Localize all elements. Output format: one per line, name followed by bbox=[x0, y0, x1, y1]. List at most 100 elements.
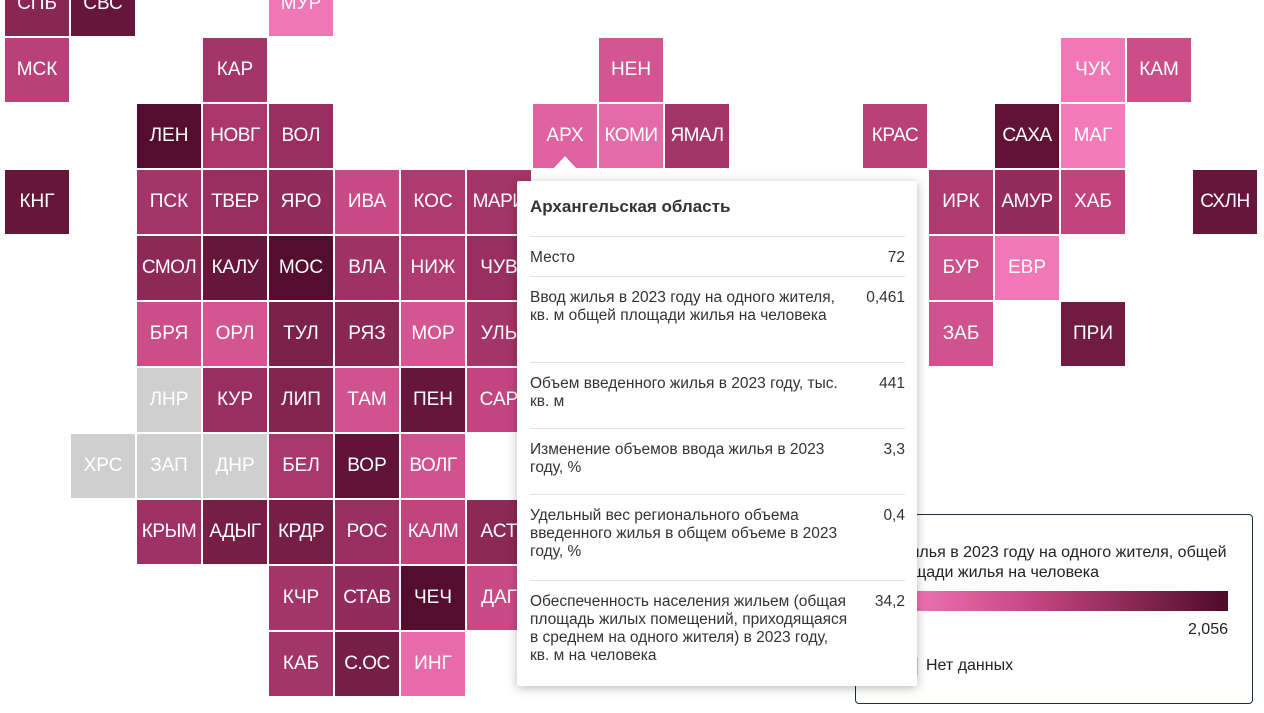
region-code-label: ПСК bbox=[149, 191, 189, 212]
region-tile[interactable]: МСК bbox=[5, 38, 69, 102]
region-tile[interactable]: АДЫГ bbox=[203, 500, 267, 564]
region-code-label: ИВА bbox=[347, 191, 387, 212]
legend-max-value: 2,056 bbox=[1187, 621, 1228, 638]
region-tile[interactable]: БУР bbox=[929, 236, 993, 300]
region-tile[interactable]: ДНР bbox=[203, 434, 267, 498]
region-tile[interactable]: КРАС bbox=[863, 104, 927, 168]
tooltip-row-housing-volume: Объем введенного жилья в 2023 году, тыс.… bbox=[530, 362, 905, 429]
region-tile[interactable]: КНГ bbox=[5, 170, 69, 234]
region-tile[interactable]: ОРЛ bbox=[203, 302, 267, 366]
region-tile[interactable]: НИЖ bbox=[401, 236, 465, 300]
region-code-label: ВОЛ bbox=[281, 125, 321, 146]
region-code-label: САР bbox=[479, 389, 519, 410]
region-tile[interactable]: ЯРО bbox=[269, 170, 333, 234]
region-code-label: БРЯ bbox=[149, 323, 189, 344]
region-tile[interactable]: КАМ bbox=[1127, 38, 1191, 102]
region-tile[interactable]: ЕВР bbox=[995, 236, 1059, 300]
region-code-label: ТУЛ bbox=[283, 323, 319, 344]
region-tile[interactable]: ВОЛ bbox=[269, 104, 333, 168]
region-tile[interactable]: ЗАБ bbox=[929, 302, 993, 366]
region-tile[interactable]: КРДР bbox=[269, 500, 333, 564]
region-tile[interactable]: СПБ bbox=[5, 0, 69, 36]
region-tile[interactable]: АРХ bbox=[533, 104, 597, 168]
region-tile[interactable]: СТАВ bbox=[335, 566, 399, 630]
region-code-label: РОС bbox=[346, 521, 388, 542]
region-tile[interactable]: КОМИ bbox=[599, 104, 663, 168]
region-tile[interactable]: КАЛУ bbox=[203, 236, 267, 300]
tooltip-row-label: Объем введенного жилья в 2023 году, тыс.… bbox=[530, 375, 838, 410]
region-tile[interactable]: ИРК bbox=[929, 170, 993, 234]
region-tile[interactable]: КЧР bbox=[269, 566, 333, 630]
region-tile[interactable]: РОС bbox=[335, 500, 399, 564]
region-tile[interactable]: НЕН bbox=[599, 38, 663, 102]
region-tile[interactable]: БЕЛ bbox=[269, 434, 333, 498]
region-tile[interactable]: КОС bbox=[401, 170, 465, 234]
region-tile[interactable]: ЛИП bbox=[269, 368, 333, 432]
region-tile[interactable]: ЧЕЧ bbox=[401, 566, 465, 630]
region-tile[interactable]: МОС bbox=[269, 236, 333, 300]
region-tile[interactable]: СМОЛ bbox=[137, 236, 201, 300]
region-code-label: ЯРО bbox=[280, 191, 322, 212]
region-tile[interactable]: КАЛМ bbox=[401, 500, 465, 564]
region-tile[interactable]: ХРС bbox=[71, 434, 135, 498]
region-tile[interactable]: ВЛА bbox=[335, 236, 399, 300]
region-code-label: КЧР bbox=[282, 587, 320, 608]
region-code-label: ЗАП bbox=[150, 455, 188, 476]
region-tile[interactable]: МАГ bbox=[1061, 104, 1125, 168]
region-code-label: ХАБ bbox=[1074, 191, 1112, 212]
region-code-label: ПЕН bbox=[412, 389, 454, 410]
region-tile[interactable]: ЧУК bbox=[1061, 38, 1125, 102]
region-tile[interactable]: РЯЗ bbox=[335, 302, 399, 366]
region-code-label: БЕЛ bbox=[282, 455, 320, 476]
region-code-label: УЛЬ bbox=[480, 323, 518, 344]
region-tile[interactable]: МУР bbox=[269, 0, 333, 36]
region-tile[interactable]: КУР bbox=[203, 368, 267, 432]
region-code-label: ДНР bbox=[215, 455, 255, 476]
tooltip-row-housing-per-capita: Ввод жилья в 2023 году на одного жителя,… bbox=[530, 276, 905, 363]
region-tile[interactable]: ВОР bbox=[335, 434, 399, 498]
region-code-label: САХА bbox=[1002, 125, 1052, 146]
region-tile[interactable]: САХА bbox=[995, 104, 1059, 168]
region-tile[interactable]: КАБ bbox=[269, 632, 333, 696]
tooltip-row-value: 0,461 bbox=[866, 289, 905, 306]
region-tile[interactable]: ПСК bbox=[137, 170, 201, 234]
region-code-label: КАМ bbox=[1139, 59, 1179, 80]
region-tile[interactable]: СВС bbox=[71, 0, 135, 36]
tooltip-row-value: 0,4 bbox=[883, 507, 905, 524]
region-tile[interactable]: ЗАП bbox=[137, 434, 201, 498]
region-tile[interactable]: ЯМАЛ bbox=[665, 104, 729, 168]
tooltip-row-share: Удельный вес регионального объема введен… bbox=[530, 494, 905, 581]
region-tile[interactable]: ТУЛ bbox=[269, 302, 333, 366]
region-tile[interactable]: ХАБ bbox=[1061, 170, 1125, 234]
region-tile[interactable]: МОР bbox=[401, 302, 465, 366]
region-tile[interactable]: ТВЕР bbox=[203, 170, 267, 234]
region-code-label: ПРИ bbox=[1073, 323, 1113, 344]
region-code-label: НЕН bbox=[610, 59, 652, 80]
tooltip-row-label: Удельный вес регионального объема введен… bbox=[530, 507, 838, 560]
legend-title: д жилья в 2023 году на одного жителя, об… bbox=[886, 544, 1227, 581]
tooltip-row-label: Изменение объемов ввода жилья в 2023 год… bbox=[530, 441, 825, 476]
region-tile[interactable]: ПРИ bbox=[1061, 302, 1125, 366]
region-code-label: С.ОС bbox=[344, 653, 390, 674]
region-tile[interactable]: ЛНР bbox=[137, 368, 201, 432]
region-tile[interactable]: СХЛН bbox=[1193, 170, 1257, 234]
region-tile[interactable]: КРЫМ bbox=[137, 500, 201, 564]
tooltip-row-label: Место bbox=[530, 249, 576, 266]
region-tile[interactable]: АМУР bbox=[995, 170, 1059, 234]
region-tile[interactable]: ТАМ bbox=[335, 368, 399, 432]
region-tile[interactable]: НОВГ bbox=[203, 104, 267, 168]
tooltip-title: Архангельская область bbox=[530, 197, 731, 216]
region-tile[interactable]: ВОЛГ bbox=[401, 434, 465, 498]
region-tile[interactable]: ПЕН bbox=[401, 368, 465, 432]
region-tile[interactable]: ИНГ bbox=[401, 632, 465, 696]
region-code-label: АСТ bbox=[480, 521, 518, 542]
region-code-label: СПБ bbox=[17, 0, 57, 14]
tooltip-row-label: Обеспеченность населения жильем (общая п… bbox=[530, 593, 848, 664]
legend-nodata-label: Нет данных bbox=[926, 657, 1014, 674]
region-tile[interactable]: С.ОС bbox=[335, 632, 399, 696]
region-tile[interactable]: ЛЕН bbox=[137, 104, 201, 168]
region-code-label: МОР bbox=[411, 323, 455, 344]
region-tile[interactable]: ИВА bbox=[335, 170, 399, 234]
region-tile[interactable]: КАР bbox=[203, 38, 267, 102]
region-tile[interactable]: БРЯ bbox=[137, 302, 201, 366]
